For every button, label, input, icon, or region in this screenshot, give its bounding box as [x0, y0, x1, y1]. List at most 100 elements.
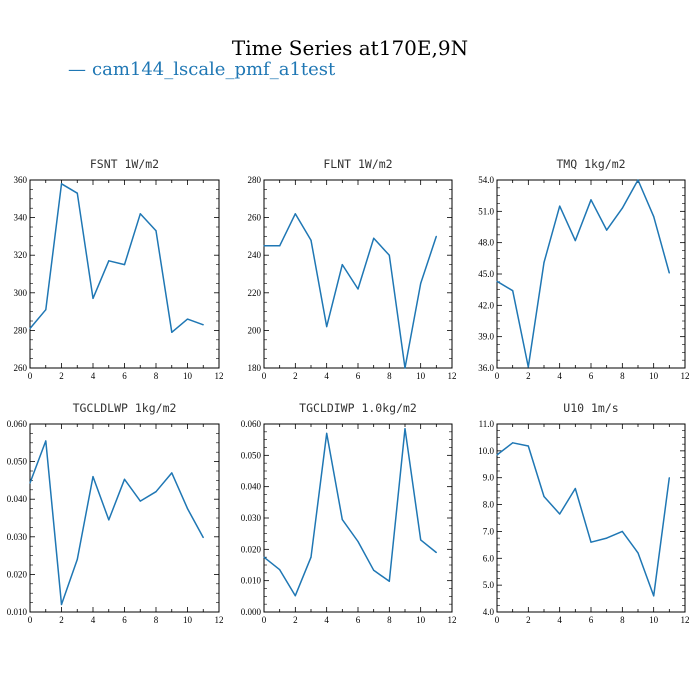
data-point [637, 179, 639, 181]
data-point [186, 508, 189, 510]
data-point [559, 205, 561, 207]
y-tick-label: 0.020 [241, 544, 262, 554]
x-tick-label: 2 [526, 615, 531, 625]
data-point [543, 495, 545, 498]
x-tick-label: 8 [620, 371, 625, 381]
data-point [357, 288, 359, 290]
x-tick-label: 10 [649, 371, 659, 381]
data-point [92, 297, 94, 300]
y-tick-label: 39.0 [478, 332, 494, 342]
x-tick-label: 2 [59, 371, 64, 381]
series-line [264, 213, 438, 369]
data-point [60, 183, 63, 185]
legend-line-marker: — [68, 59, 86, 80]
series-line [263, 427, 437, 597]
data-point [310, 239, 312, 241]
data-point [388, 254, 390, 256]
x-tick-label: 0 [262, 371, 267, 381]
data-point [606, 229, 608, 231]
data-point [139, 500, 141, 502]
data-point [155, 491, 157, 493]
y-tick-label: 200 [248, 325, 262, 335]
data-point [404, 367, 406, 369]
plot-frame [496, 423, 686, 613]
x-tick-label: 0 [28, 371, 33, 381]
series-line [29, 183, 204, 334]
data-point [76, 192, 78, 194]
data-point [357, 540, 359, 543]
y-tick-label: 180 [248, 363, 262, 373]
x-tick-label: 12 [215, 371, 224, 381]
x-tick-label: 2 [293, 371, 298, 381]
y-tick-label: 8.0 [483, 500, 495, 510]
data-point [404, 428, 406, 430]
data-point [326, 432, 328, 434]
y-tick-label: 0.050 [7, 457, 28, 467]
panel-5: TGCLDIWP 1.0kg/m2 0 2 4 6 8 10 12 0.000 0.010 0.02… [241, 401, 457, 625]
data-point [171, 331, 173, 333]
y-tick-label: 240 [248, 250, 262, 260]
data-point [637, 552, 639, 554]
x-tick-label: 10 [183, 615, 193, 625]
data-point [341, 518, 343, 521]
plot-frame [496, 179, 686, 369]
figure-title: Time Series at170E,9N [231, 36, 469, 60]
panel-2: FLNT 1W/m2 0 2 4 6 8 10 12 180 200 220 240 260 280 [248, 157, 457, 381]
panel-title: TGCLDLWP 1kg/m2 [73, 401, 177, 415]
data-point [108, 260, 110, 262]
y-tick-label: 54.0 [478, 175, 494, 185]
y-tick-label: 280 [14, 325, 28, 335]
y-tick-label: 45.0 [478, 269, 494, 279]
legend: — cam144_lscale_pmf_a1test [68, 59, 335, 80]
data-point [512, 290, 514, 292]
y-tick-label: 260 [14, 363, 28, 373]
x-tick-label: 0 [495, 615, 500, 625]
data-point [668, 477, 670, 479]
x-tick-label: 8 [387, 615, 392, 625]
y-tick-label: 0.020 [7, 569, 28, 579]
panel-6: U10 1m/s 0 2 4 6 8 10 12 4.0 5.0 6.0 7.0 8.0 9.0 10.0 1… [478, 401, 689, 625]
y-tick-label: 0.010 [241, 576, 262, 586]
panel-title: TMQ 1kg/m2 [556, 157, 625, 171]
x-tick-label: 2 [526, 371, 531, 381]
y-tick-label: 4.0 [483, 607, 495, 617]
data-point [621, 530, 623, 533]
x-tick-label: 2 [59, 615, 64, 625]
data-point [574, 487, 576, 490]
data-point [45, 440, 47, 442]
x-tick-label: 10 [649, 615, 659, 625]
data-point [294, 213, 296, 215]
data-point [496, 280, 498, 282]
y-tick-label: 0.030 [241, 513, 262, 523]
data-point [668, 272, 670, 274]
data-point [92, 476, 94, 478]
data-point [653, 595, 655, 597]
y-tick-label: 0.010 [7, 607, 28, 617]
series-line [496, 442, 671, 597]
y-tick-label: 260 [248, 213, 262, 223]
data-point [263, 245, 265, 247]
x-tick-label: 8 [387, 371, 392, 381]
data-point [310, 556, 312, 558]
data-point [420, 539, 422, 541]
x-tick-label: 12 [448, 615, 457, 625]
panel-1: FSNT 1W/m2 0 2 4 6 8 10 12 260 280 300 320 340 360 [14, 157, 224, 381]
data-point [435, 235, 437, 237]
y-tick-label: 0.040 [7, 494, 28, 504]
x-tick-label: 12 [448, 371, 457, 381]
data-point [155, 230, 157, 232]
data-point [606, 537, 608, 539]
data-point [279, 569, 281, 571]
data-point [653, 215, 655, 218]
x-tick-label: 4 [324, 615, 329, 625]
y-tick-label: 9.0 [483, 473, 495, 483]
data-point [326, 326, 328, 328]
data-point [512, 442, 514, 444]
panel-title: TGCLDIWP 1.0kg/m2 [299, 401, 417, 415]
data-point [263, 556, 265, 558]
y-tick-label: 7.0 [483, 526, 495, 536]
x-tick-label: 6 [589, 615, 594, 625]
legend-label: cam144_lscale_pmf_a1test [92, 59, 336, 80]
